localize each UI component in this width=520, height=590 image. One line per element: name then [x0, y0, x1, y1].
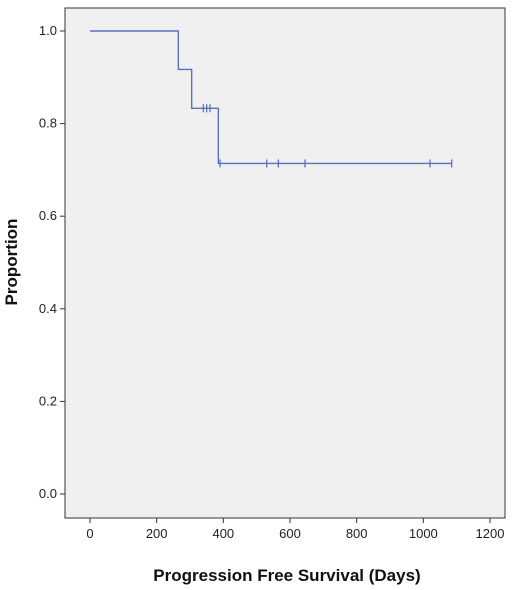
y-tick-label: 0.2: [39, 393, 57, 408]
y-tick-label: 0.0: [39, 486, 57, 501]
x-tick-label: 400: [212, 526, 234, 541]
y-tick-label: 0.8: [39, 116, 57, 131]
y-tick-label: 0.6: [39, 208, 57, 223]
y-axis-title: Proportion: [2, 219, 21, 306]
x-tick-label: 800: [346, 526, 368, 541]
x-axis: 0 200 400 600 800 1000 1200: [86, 518, 504, 541]
x-tick-label: 1000: [409, 526, 438, 541]
plot-area: [65, 8, 505, 518]
y-axis: 0.0 0.2 0.4 0.6 0.8 1.0: [39, 23, 65, 501]
x-tick-label: 1200: [476, 526, 505, 541]
y-tick-label: 0.4: [39, 301, 57, 316]
y-tick-label: 1.0: [39, 23, 57, 38]
x-axis-title: Progression Free Survival (Days): [153, 566, 420, 585]
censor-marks: [202, 104, 453, 168]
x-tick-label: 0: [86, 526, 93, 541]
survival-curve: [90, 30, 452, 165]
x-tick-label: 200: [146, 526, 168, 541]
x-tick-label: 600: [279, 526, 301, 541]
plot-frame: [64, 7, 506, 519]
